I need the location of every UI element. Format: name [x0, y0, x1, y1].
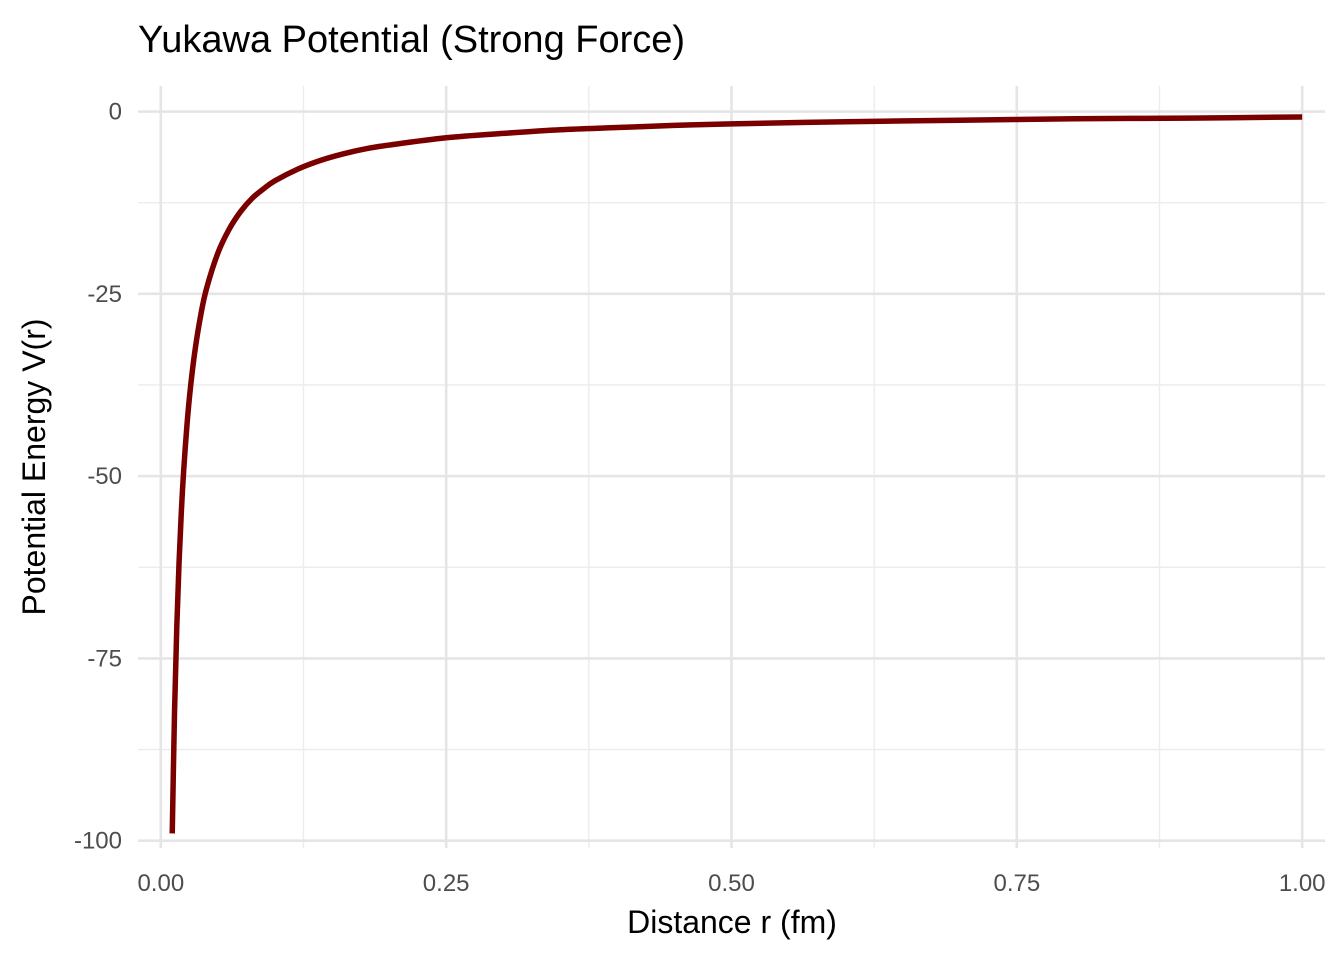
- grid: [138, 86, 1325, 848]
- x-tick-label: 0.25: [423, 870, 470, 897]
- x-tick-label: 0.50: [708, 870, 755, 897]
- x-tick-label: 1.00: [1279, 870, 1326, 897]
- x-axis-title: Distance r (fm): [627, 904, 837, 940]
- y-tick-label: 0: [109, 99, 122, 126]
- y-tick-label: -100: [74, 828, 122, 855]
- y-tick-label: -50: [87, 463, 122, 490]
- y-axis-title: Potential Energy V(r): [16, 318, 52, 615]
- x-tick-labels: 0.00 0.25 0.50 0.75 1.00: [137, 870, 1325, 897]
- series-line: [169, 114, 1303, 834]
- chart-title: Yukawa Potential (Strong Force): [138, 19, 685, 61]
- y-tick-labels: -100 -75 -50 -25 0: [74, 99, 122, 855]
- x-tick-label: 0.75: [993, 870, 1040, 897]
- y-tick-label: -75: [87, 645, 122, 672]
- y-tick-label: -25: [87, 281, 122, 308]
- series-layer: [169, 114, 1303, 834]
- x-tick-label: 0.00: [137, 870, 184, 897]
